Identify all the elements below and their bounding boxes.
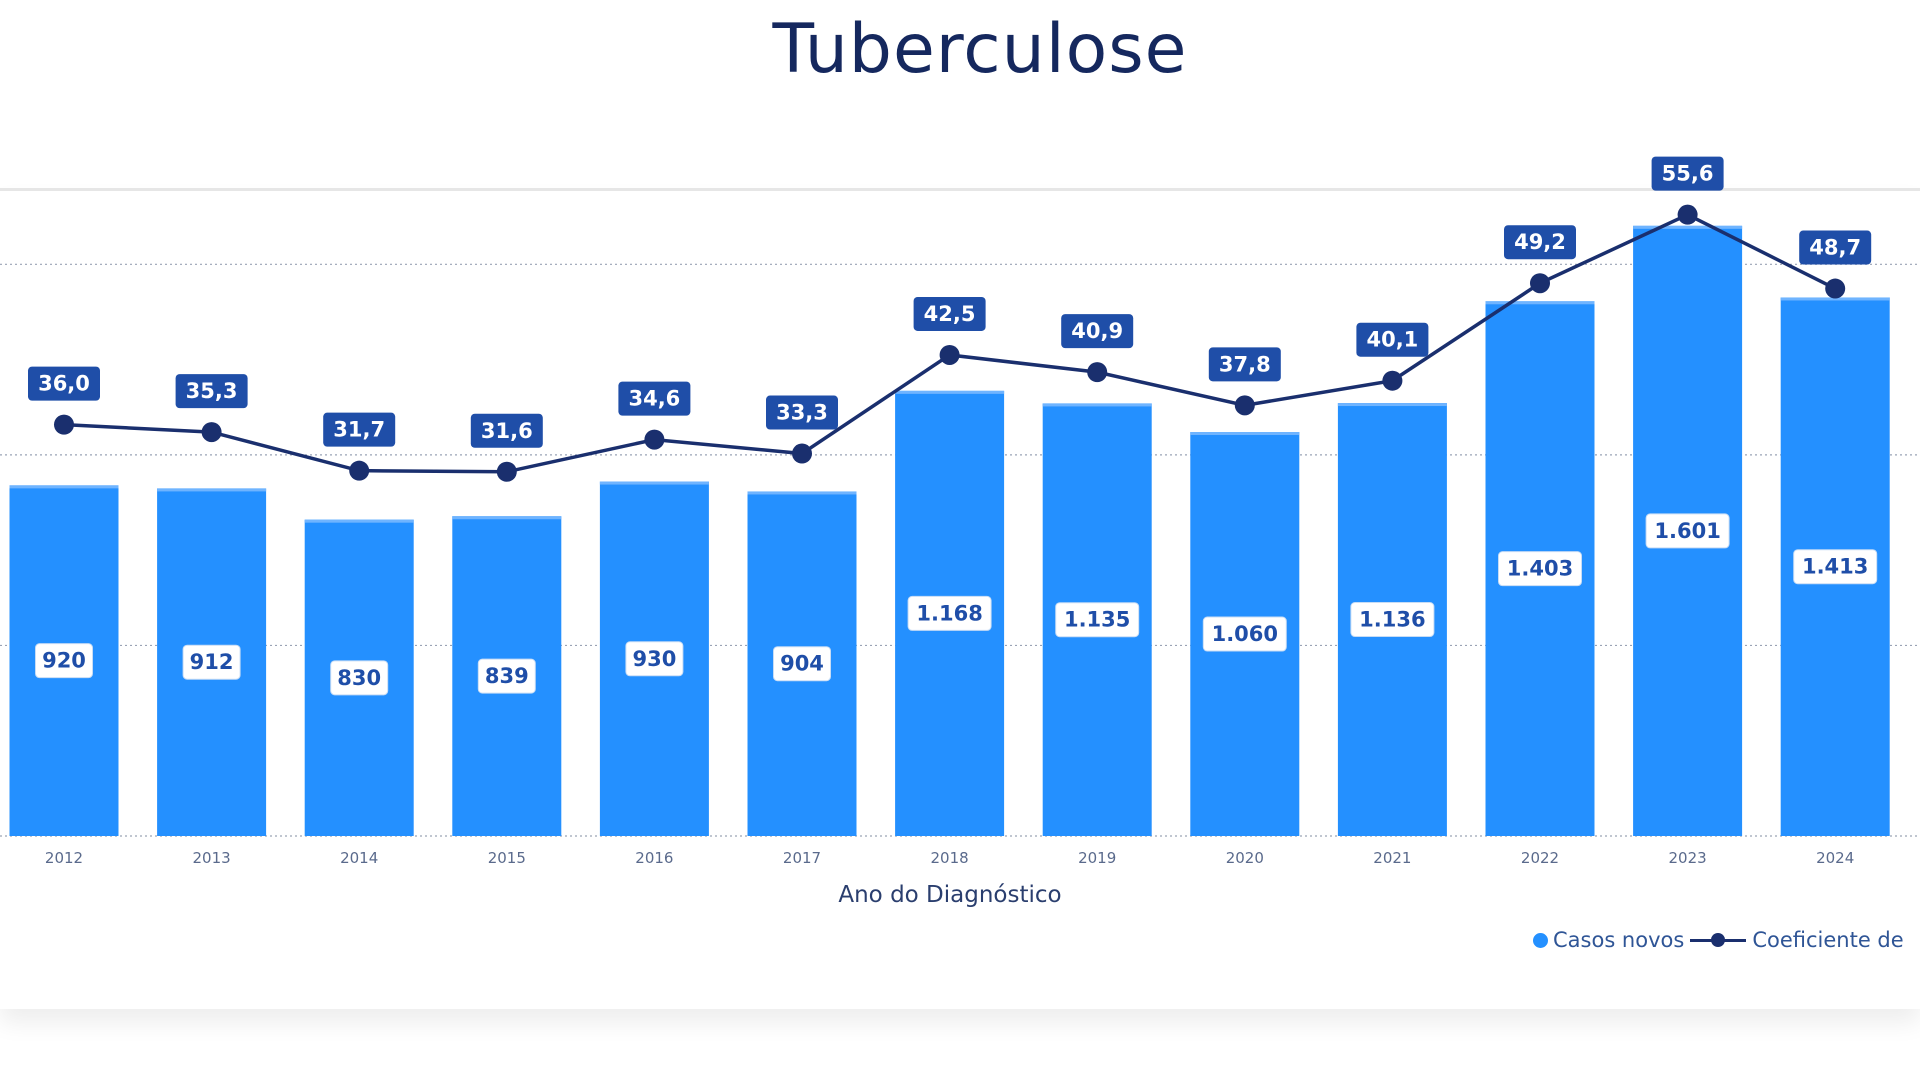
line-value-label: 37,8 — [1219, 352, 1271, 376]
line-value-label: 49,2 — [1514, 230, 1566, 254]
bar-value-label: 920 — [42, 649, 86, 673]
line-point — [644, 429, 665, 450]
line-value-label-box — [618, 381, 691, 416]
bar-top-edge — [1337, 403, 1447, 407]
line-point — [1530, 273, 1550, 294]
line-value-label: 34,6 — [628, 387, 680, 411]
bar-top-edge — [452, 516, 562, 520]
line-value-label-box — [470, 413, 543, 448]
line-value-label: 55,6 — [1662, 162, 1714, 186]
x-tick-label: 2016 — [635, 849, 673, 867]
legend-line-label: Coeficiente de — [1752, 928, 1904, 952]
x-tick-label: 2012 — [45, 849, 83, 867]
bar-value-label-box — [1055, 602, 1140, 638]
legend: Casos novos Coeficiente de — [1533, 928, 1904, 952]
bar-value-label-box — [35, 643, 93, 679]
legend-bar-label: Casos novos — [1553, 928, 1685, 952]
bar-top-edge — [895, 390, 1005, 394]
x-axis-title: Ano do Diagnóstico — [838, 882, 1062, 908]
line-value-label-box — [323, 412, 396, 447]
line-point — [54, 414, 74, 435]
line-value-label: 40,1 — [1366, 328, 1418, 352]
bar-value-label-box — [773, 646, 831, 682]
line-point — [939, 344, 960, 365]
line-value-label-box — [766, 395, 838, 430]
bar-top-edge — [157, 488, 267, 492]
line-point — [792, 443, 812, 464]
bar-top-edge — [1485, 301, 1595, 305]
bar-value-label: 1.136 — [1359, 608, 1425, 632]
bar-value-label-box — [1645, 513, 1730, 549]
line-value-label-box — [1061, 314, 1134, 349]
line-point — [349, 460, 370, 481]
line-value-label-box — [1799, 230, 1872, 265]
line-value-label: 33,3 — [776, 401, 828, 425]
x-tick-label: 2017 — [783, 849, 821, 867]
x-tick-label: 2024 — [1816, 849, 1854, 867]
line-point — [1825, 278, 1846, 299]
bar-value-label-box — [1793, 549, 1878, 585]
legend-line-marker — [1690, 933, 1747, 947]
line-value-label: 35,3 — [186, 379, 238, 403]
bar-value-label: 1.135 — [1064, 608, 1130, 632]
bar-value-label: 1.060 — [1212, 622, 1278, 646]
bar-value-label-box — [1498, 551, 1582, 587]
bar-value-label-box — [625, 641, 684, 677]
chart-title: Tuberculose — [772, 10, 1188, 89]
line-value-label-box — [913, 296, 986, 331]
bar-top-edge — [9, 485, 119, 489]
bar-value-label-box — [1202, 616, 1287, 652]
bar-top-edge — [747, 491, 857, 495]
x-tick-label: 2014 — [340, 849, 378, 867]
bar-value-label: 1.601 — [1654, 519, 1720, 543]
bar-value-label: 1.413 — [1802, 555, 1868, 579]
line-value-label: 31,7 — [333, 418, 385, 442]
bar-top-edge — [599, 481, 709, 485]
line-value-label: 48,7 — [1809, 236, 1861, 260]
bar-value-label: 904 — [780, 652, 824, 676]
line-point — [1234, 395, 1255, 416]
bar-value-label: 839 — [485, 664, 529, 688]
line-point — [1677, 204, 1698, 225]
bar-top-edge — [304, 519, 414, 523]
line-point — [201, 422, 222, 443]
line-value-label-box — [175, 374, 248, 409]
legend-bar-marker — [1533, 932, 1548, 948]
bar-value-label-box — [477, 658, 536, 694]
line-point — [1087, 362, 1108, 383]
bar-value-label-box — [182, 644, 241, 680]
line-value-label-box — [1651, 156, 1724, 191]
x-tick-label: 2023 — [1669, 849, 1707, 867]
x-tick-label: 2020 — [1226, 849, 1264, 867]
x-tick-label: 2022 — [1521, 849, 1559, 867]
bar-top-edge — [1190, 432, 1300, 436]
x-tick-label: 2013 — [193, 849, 231, 867]
bar-top-edge — [1042, 403, 1152, 407]
bar-value-label: 830 — [337, 666, 381, 690]
line-value-label-box — [28, 366, 100, 401]
bar-value-label: 930 — [632, 647, 676, 671]
line-value-label: 31,6 — [481, 419, 533, 443]
bar-top-edge — [1780, 297, 1890, 301]
x-tick-label: 2018 — [931, 849, 969, 867]
line-value-label-box — [1208, 347, 1281, 382]
x-tick-label: 2021 — [1373, 849, 1411, 867]
line-value-label: 36,0 — [38, 372, 90, 396]
line-point — [1382, 370, 1403, 391]
bar-value-label: 1.168 — [916, 601, 982, 625]
bar-value-label: 1.403 — [1507, 557, 1573, 581]
x-tick-label: 2019 — [1078, 849, 1116, 867]
line-value-label-box — [1356, 322, 1429, 357]
line-value-label: 40,9 — [1071, 319, 1123, 343]
line-point — [496, 461, 517, 482]
bar-value-label-box — [907, 595, 992, 631]
bar-value-label-box — [1350, 602, 1435, 638]
bar-value-label: 912 — [190, 650, 234, 674]
line-value-label: 42,5 — [924, 302, 976, 326]
bar-value-label-box — [330, 660, 389, 696]
x-tick-label: 2015 — [488, 849, 526, 867]
line-value-label-box — [1504, 225, 1576, 260]
bar-top-edge — [1633, 225, 1743, 229]
